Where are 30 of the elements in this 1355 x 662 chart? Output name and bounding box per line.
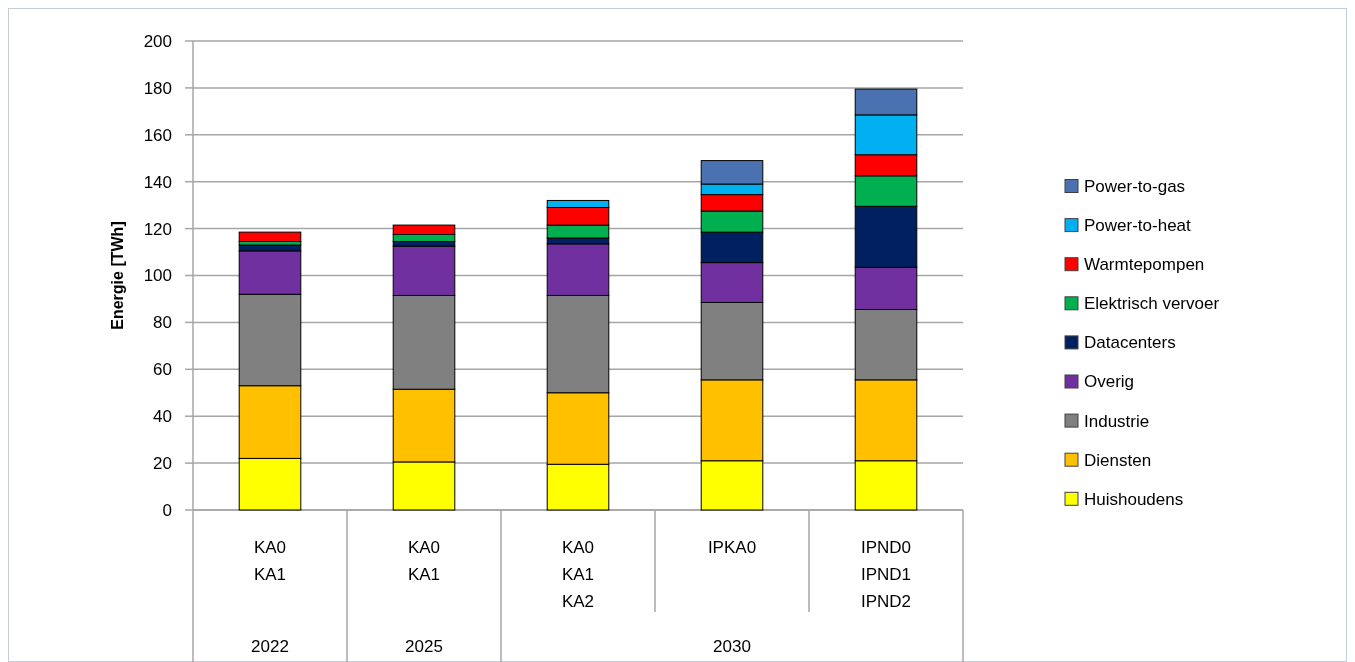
- bar: [238, 231, 302, 242]
- y-tick-label: 60: [153, 360, 172, 380]
- legend-label: Diensten: [1084, 450, 1152, 470]
- y-tick-label: 200: [143, 31, 172, 51]
- y-tick-label: 120: [143, 219, 172, 239]
- text: 2022: [251, 636, 289, 656]
- y-tick-label: 80: [153, 313, 172, 333]
- legend-label: Overig: [1084, 372, 1135, 392]
- legend-label: Power-to-gas: [1084, 176, 1186, 196]
- text: 2030: [713, 636, 751, 656]
- legend-label: Warmtepompen: [1084, 255, 1205, 275]
- text: 2025: [405, 636, 443, 656]
- legend-label: Datacenters: [1084, 333, 1176, 353]
- legend-label: Industrie: [1084, 411, 1150, 431]
- y-tick-label: 100: [143, 266, 172, 286]
- y-tick-label: 40: [153, 407, 172, 427]
- y-tick-label: 0: [162, 500, 172, 520]
- y-tick-label: 160: [143, 125, 172, 145]
- legend-label: Elektrisch vervoer: [1084, 294, 1220, 314]
- x-tick-label: KA0 KA1 KA2: [561, 537, 595, 611]
- legend-label: Huishoudens: [1084, 489, 1184, 509]
- x-tick-label: IPND0 IPND1 IPND2: [860, 537, 912, 611]
- x-tick-label: IPKA0: [707, 537, 757, 557]
- x-tick-label: KA0 KA1: [407, 537, 441, 584]
- y-tick-label: 180: [143, 78, 172, 98]
- y-axis-title: Energie [TWh]: [108, 221, 126, 330]
- legend-label: Power-to-heat: [1084, 216, 1192, 236]
- y-tick-label: 20: [153, 454, 172, 474]
- y-tick-label: 140: [143, 172, 172, 192]
- x-tick-label: KA0 KA1: [253, 537, 287, 584]
